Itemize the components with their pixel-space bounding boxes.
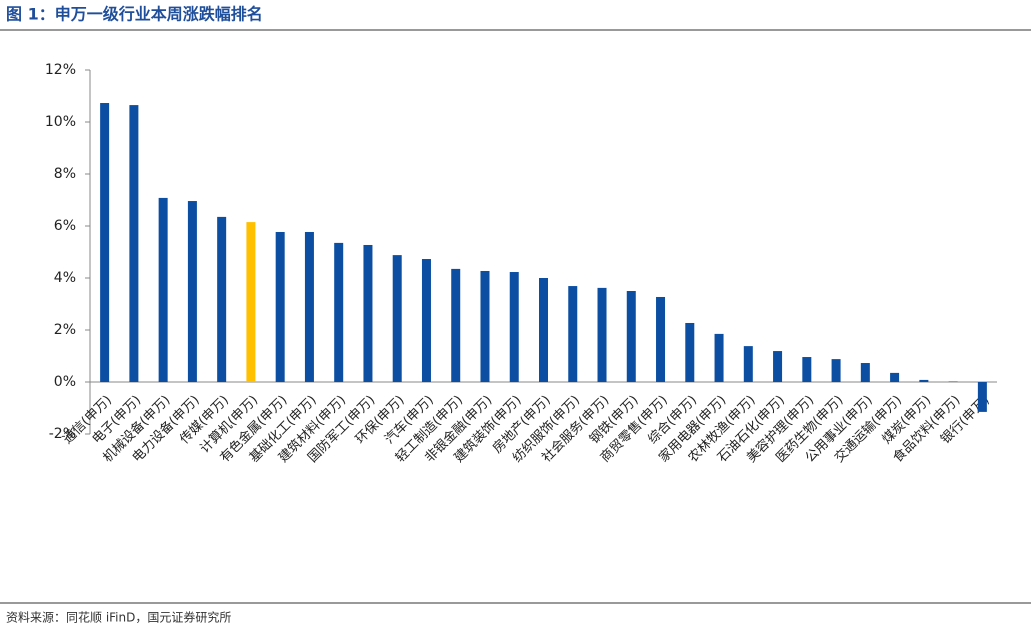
bar [187,201,197,382]
bar [831,359,841,382]
bar [100,103,110,383]
bar [246,222,256,382]
y-tick-label: 8% [54,166,76,182]
y-tick-label: 12% [45,62,76,78]
y-tick-label: 0% [54,374,76,390]
bar [217,216,227,382]
y-tick-label: 6% [54,218,76,234]
bar [129,105,139,382]
bar [451,268,461,382]
bar [480,270,490,382]
bar [597,287,607,382]
source-note: 资料来源：同花顺 iFinD，国元证券研究所 [6,610,231,625]
bar [714,333,724,382]
y-tick-label: 10% [45,114,76,130]
bar [626,291,636,382]
y-tick-label: 4% [54,270,76,286]
bar [802,357,812,382]
chart-title: 图 1：申万一级行业本周涨跌幅排名 [6,5,263,24]
bar [304,231,314,382]
bar [334,242,344,382]
bar [363,244,373,382]
bar [685,322,695,382]
bar [392,255,402,382]
bar [743,346,753,382]
y-tick-label: 2% [54,322,76,338]
bar [919,379,929,382]
bar [568,286,578,382]
bar [509,272,519,382]
bar [421,259,431,382]
bar [275,231,285,382]
bar [890,372,900,382]
bar [539,278,548,382]
bar [948,381,958,382]
bar [656,296,666,382]
bar [977,382,987,412]
bar [860,363,870,382]
y-tick-label: -2% [49,426,76,442]
bar [773,351,783,382]
bar [158,197,168,382]
